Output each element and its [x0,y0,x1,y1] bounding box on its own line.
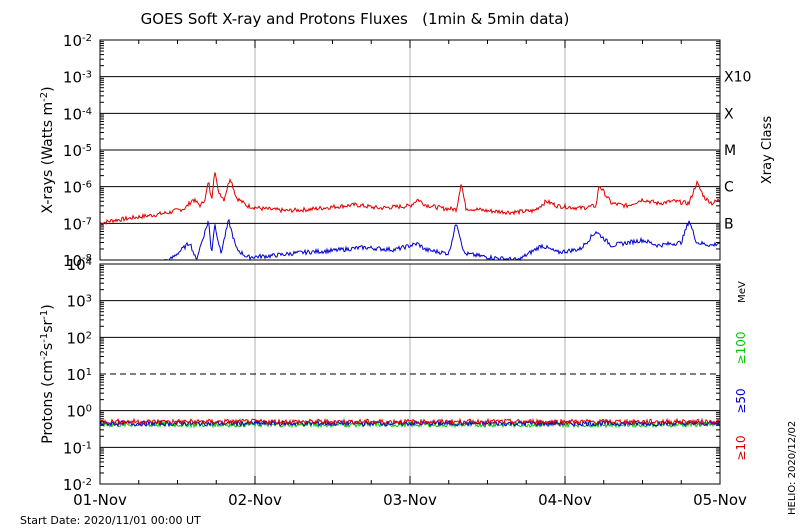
proton-gridlines [100,263,720,485]
x-tick-label: 05-Nov [693,491,747,509]
xray-y-axis-label: X-rays (Watts m-2) [39,86,57,213]
proton-series-line [99,419,721,428]
x-tick-label: 01-Nov [73,491,127,509]
time-x-axis: 01-Nov 02-Nov 03-Nov 04-Nov 05-Nov [73,40,747,509]
proton-y-tick-label: 101 [67,366,92,384]
xray-y-tick-label: 10-6 [63,179,92,197]
proton-y-tick-label: 100 [67,403,92,421]
proton-y-axis-label: Protons (cm-2s-1sr-1) [39,304,57,443]
xray-y-tick-label: 10-3 [63,69,92,87]
xray-class-label: B [724,216,734,232]
xray-series-line-short [100,218,721,262]
xray-y-tick-label: 10-8 [63,252,92,270]
proton-y-tick-label: 104 [67,256,92,274]
xray-y-tick-label: 10-5 [63,142,92,160]
proton-y-tick-label: 10-1 [63,439,92,457]
xray-y-tick-label: 10-2 [63,32,92,50]
xray-class-label: C [724,180,734,196]
xray-y-tick-label: 10-7 [63,215,92,233]
proton-y-axis: 10-2 10-1 100 101 102 103 104 [63,256,720,494]
xray-class-label: X [724,106,734,122]
xray-y-tick-label: 10-4 [63,105,92,123]
mev-unit-label: MeV [737,281,748,303]
xray-class-label: X10 [724,70,751,86]
xray-series-line-long [99,172,721,226]
proton-legend-100: ≥100 [734,332,748,365]
x-tick-label: 02-Nov [228,491,282,509]
proton-panel-frame [99,263,721,485]
xray-class-labels: B C M X X10 [724,70,751,233]
x-tick-label: 03-Nov [383,491,437,509]
proton-series-line [99,417,721,426]
footer-stamp: HELIO: 2020/12/02 [787,421,798,515]
xray-panel-frame [99,39,721,261]
proton-y-tick-label: 103 [67,293,92,311]
proton-y-tick-label: 10-2 [63,476,92,494]
proton-legend-10: ≥10 [734,435,748,460]
xray-y-axis: 10-8 10-7 10-6 10-5 10-4 10-3 10-2 [63,32,720,270]
proton-y-tick-label: 102 [67,329,92,347]
xray-class-axis-label: Xray Class [760,116,775,184]
chart-title: GOES Soft X-ray and Protons Fluxes (1min… [141,10,570,28]
xray-gridlines [100,39,720,261]
x-tick-label: 04-Nov [538,491,592,509]
proton-legend-50: ≥50 [734,388,748,413]
xray-class-label: M [724,143,736,159]
proton-series-group [99,417,721,429]
xray-series-group [99,172,721,262]
start-date-label: Start Date: 2020/11/01 00:00 UT [20,514,201,527]
